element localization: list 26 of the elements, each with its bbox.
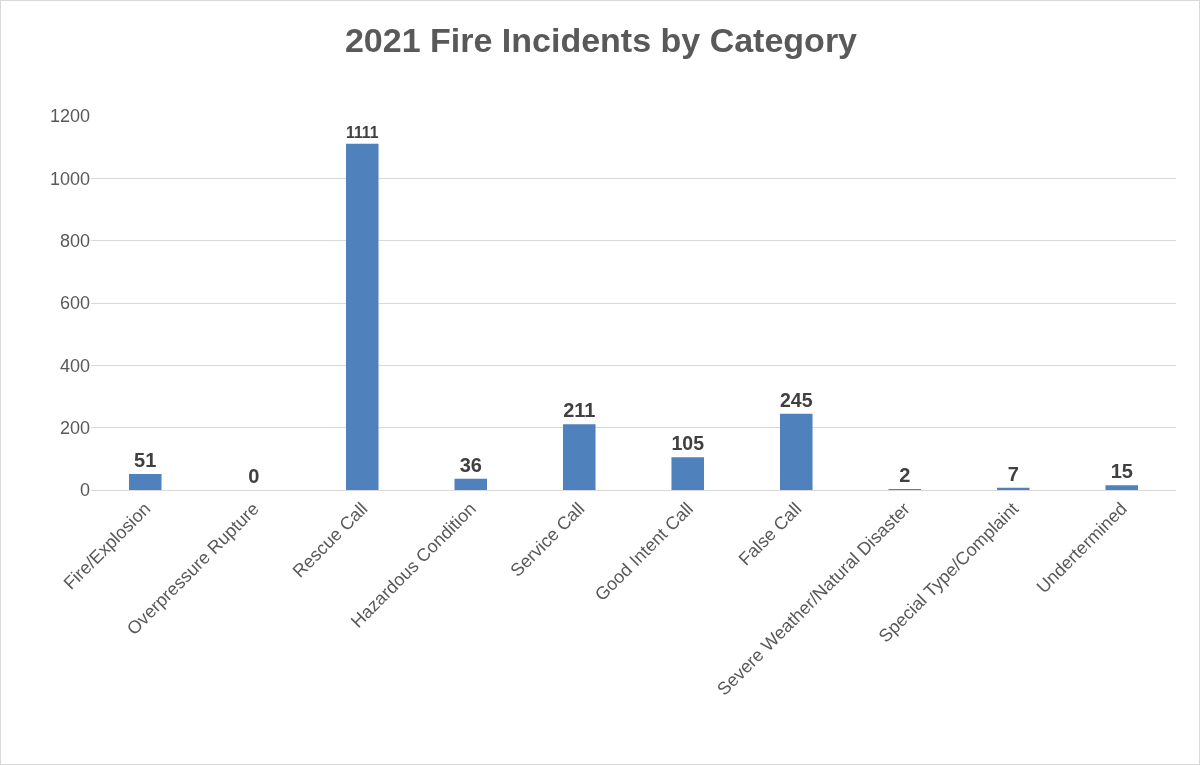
y-tick-label: 800 (59, 230, 90, 251)
y-tick-label: 600 (59, 293, 90, 314)
data-label: 245 (779, 388, 813, 411)
data-label: 51 (134, 449, 157, 472)
data-label: 211 (563, 399, 596, 422)
bar (454, 478, 488, 490)
bar (345, 143, 379, 490)
data-label: 105 (671, 432, 705, 455)
y-tick-label: 400 (59, 355, 90, 376)
bar (128, 474, 162, 490)
bar (1105, 485, 1139, 490)
y-tick-label: 1200 (49, 106, 90, 127)
bar (779, 413, 813, 490)
data-label: 2 (899, 464, 911, 486)
y-tick-label: 200 (59, 417, 90, 438)
data-label: 15 (1110, 460, 1133, 483)
data-label: 1111 (345, 123, 379, 141)
bar (996, 487, 1030, 490)
data-label: 7 (1007, 462, 1019, 485)
bar (562, 424, 596, 490)
data-label: 0 (248, 465, 260, 487)
data-label: 36 (459, 453, 482, 476)
bar (671, 457, 705, 490)
y-tick-label: 1000 (49, 168, 90, 189)
chart-title: 2021 Fire Incidents by Category (344, 20, 858, 59)
y-tick-label: 0 (79, 480, 90, 501)
